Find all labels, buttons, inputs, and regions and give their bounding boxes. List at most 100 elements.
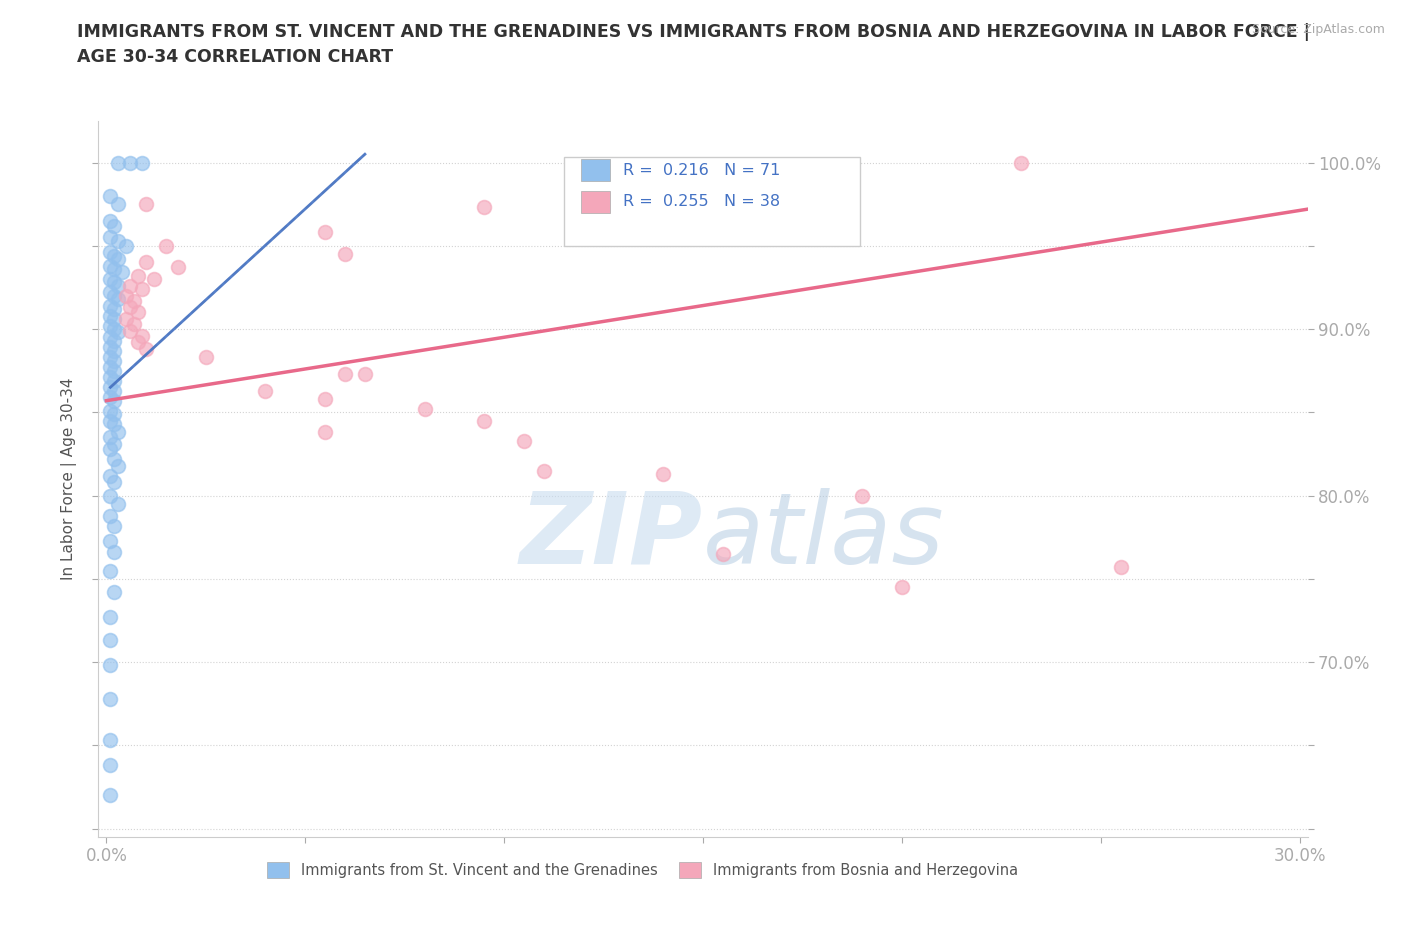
Point — [131, 155, 153, 170]
Text: R =  0.216   N = 71: R = 0.216 N = 71 — [623, 163, 780, 178]
Point — [98, 285, 121, 299]
Point — [98, 245, 121, 259]
Point — [135, 341, 157, 356]
Point — [103, 333, 125, 348]
Point — [98, 508, 121, 523]
Point — [127, 305, 149, 320]
Point — [98, 658, 121, 673]
Point — [103, 322, 125, 337]
Text: IMMIGRANTS FROM ST. VINCENT AND THE GRENADINES VS IMMIGRANTS FROM BOSNIA AND HER: IMMIGRANTS FROM ST. VINCENT AND THE GREN… — [77, 23, 1310, 41]
Point — [103, 288, 125, 303]
Point — [1109, 560, 1132, 575]
Point — [98, 733, 121, 748]
Legend: Immigrants from St. Vincent and the Grenadines, Immigrants from Bosnia and Herze: Immigrants from St. Vincent and the Gren… — [262, 856, 1024, 884]
Point — [98, 488, 121, 503]
Point — [120, 324, 142, 339]
Point — [98, 330, 121, 345]
Point — [98, 370, 121, 385]
Point — [107, 233, 129, 248]
Point — [135, 197, 157, 212]
Point — [103, 436, 125, 451]
Point — [98, 533, 121, 548]
Point — [111, 265, 134, 280]
Point — [98, 758, 121, 773]
Point — [513, 433, 536, 448]
Point — [107, 458, 129, 473]
Point — [472, 200, 495, 215]
Point — [103, 475, 125, 490]
Point — [98, 380, 121, 395]
Point — [120, 300, 142, 315]
Point — [98, 390, 121, 405]
Point — [314, 392, 336, 406]
Text: AGE 30-34 CORRELATION CHART: AGE 30-34 CORRELATION CHART — [77, 48, 394, 66]
Point — [103, 364, 125, 379]
Point — [333, 366, 356, 381]
Point — [314, 225, 336, 240]
Point — [103, 248, 125, 263]
Point — [98, 299, 121, 313]
Point — [98, 610, 121, 625]
Point — [890, 579, 912, 594]
Point — [103, 301, 125, 316]
Point — [572, 219, 595, 233]
Point — [533, 463, 555, 478]
Point — [122, 316, 145, 331]
FancyBboxPatch shape — [581, 191, 610, 213]
Point — [103, 585, 125, 600]
Point — [413, 402, 436, 417]
Point — [711, 547, 734, 562]
Point — [107, 292, 129, 307]
Point — [98, 340, 121, 355]
Point — [98, 360, 121, 375]
Point — [314, 425, 336, 440]
Point — [98, 430, 121, 445]
Point — [103, 383, 125, 398]
Point — [107, 252, 129, 267]
Point — [107, 425, 129, 440]
Point — [135, 255, 157, 270]
Point — [851, 488, 873, 503]
Point — [143, 272, 166, 286]
Point — [652, 467, 675, 482]
Point — [98, 788, 121, 803]
FancyBboxPatch shape — [581, 159, 610, 181]
Point — [254, 383, 277, 398]
Point — [167, 260, 190, 275]
Point — [98, 189, 121, 204]
Point — [131, 328, 153, 343]
Point — [98, 633, 121, 648]
Text: atlas: atlas — [703, 487, 945, 585]
Point — [1010, 155, 1032, 170]
Point — [98, 272, 121, 286]
Point — [98, 468, 121, 483]
Point — [98, 350, 121, 365]
Point — [103, 393, 125, 408]
Point — [103, 312, 125, 326]
Point — [98, 404, 121, 418]
Point — [333, 246, 356, 261]
Y-axis label: In Labor Force | Age 30-34: In Labor Force | Age 30-34 — [60, 378, 77, 580]
Point — [98, 318, 121, 333]
Point — [155, 238, 177, 253]
Point — [98, 259, 121, 273]
Point — [115, 238, 138, 253]
Point — [115, 312, 138, 326]
Point — [194, 350, 217, 365]
Point — [103, 353, 125, 368]
Point — [103, 452, 125, 467]
Point — [103, 261, 125, 276]
Point — [107, 278, 129, 293]
Point — [98, 413, 121, 428]
Point — [98, 691, 121, 706]
Text: Source: ZipAtlas.com: Source: ZipAtlas.com — [1251, 23, 1385, 36]
FancyBboxPatch shape — [564, 157, 860, 246]
Point — [107, 197, 129, 212]
Point — [98, 563, 121, 578]
Point — [107, 325, 129, 339]
Point — [120, 155, 142, 170]
Point — [103, 373, 125, 388]
Point — [98, 309, 121, 324]
Point — [98, 230, 121, 245]
Point — [122, 293, 145, 308]
